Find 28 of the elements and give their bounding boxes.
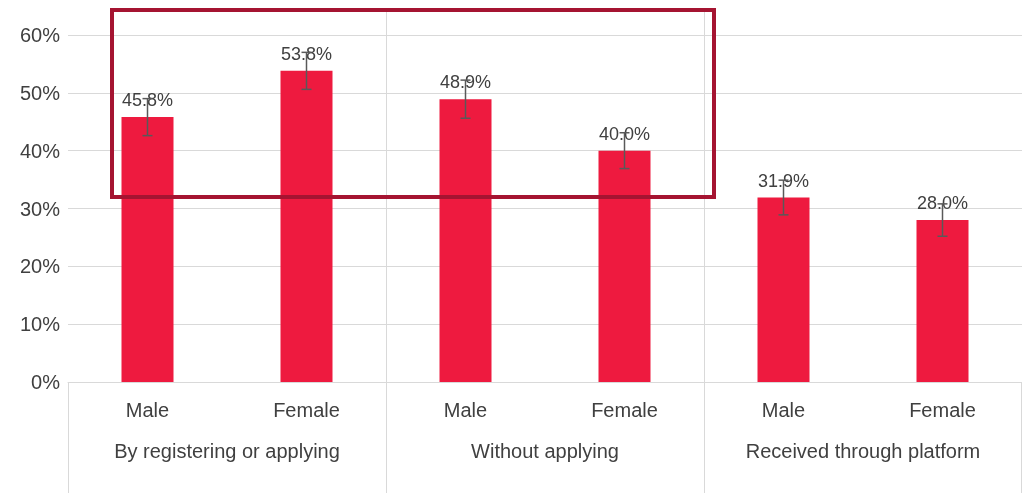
bar [598, 150, 651, 382]
y-tick-label: 50% [19, 81, 61, 104]
data-label: 48.9% [439, 72, 492, 93]
data-label: 31.9% [757, 170, 810, 191]
data-label: 40.0% [598, 123, 651, 144]
bar [757, 197, 810, 382]
text: Received through platform [744, 440, 982, 463]
bar [439, 99, 492, 382]
x-tick-label: Male [443, 399, 488, 421]
data-label: 53.8% [280, 43, 333, 64]
bar [121, 117, 174, 382]
x-tick-label: Male [125, 399, 170, 421]
x-tick-label: Female [273, 399, 340, 421]
y-tick-label: 0% [31, 371, 61, 393]
data-label: 28.0% [916, 193, 969, 214]
data-label: 45.8% [121, 90, 174, 111]
bar [916, 220, 969, 382]
x-tick-label: Female [909, 399, 976, 421]
y-tick-label: 10% [19, 313, 61, 336]
x-tick-label: Female [591, 399, 658, 421]
x-tick-label: Male [761, 399, 806, 421]
y-tick-label: 30% [19, 197, 61, 220]
text: Without applying [470, 440, 620, 463]
text: By registering or applying [113, 440, 341, 463]
y-tick-label: 40% [19, 139, 61, 162]
y-tick-label: 60% [19, 24, 61, 46]
y-tick-label: 20% [19, 255, 61, 278]
bar [280, 70, 333, 382]
